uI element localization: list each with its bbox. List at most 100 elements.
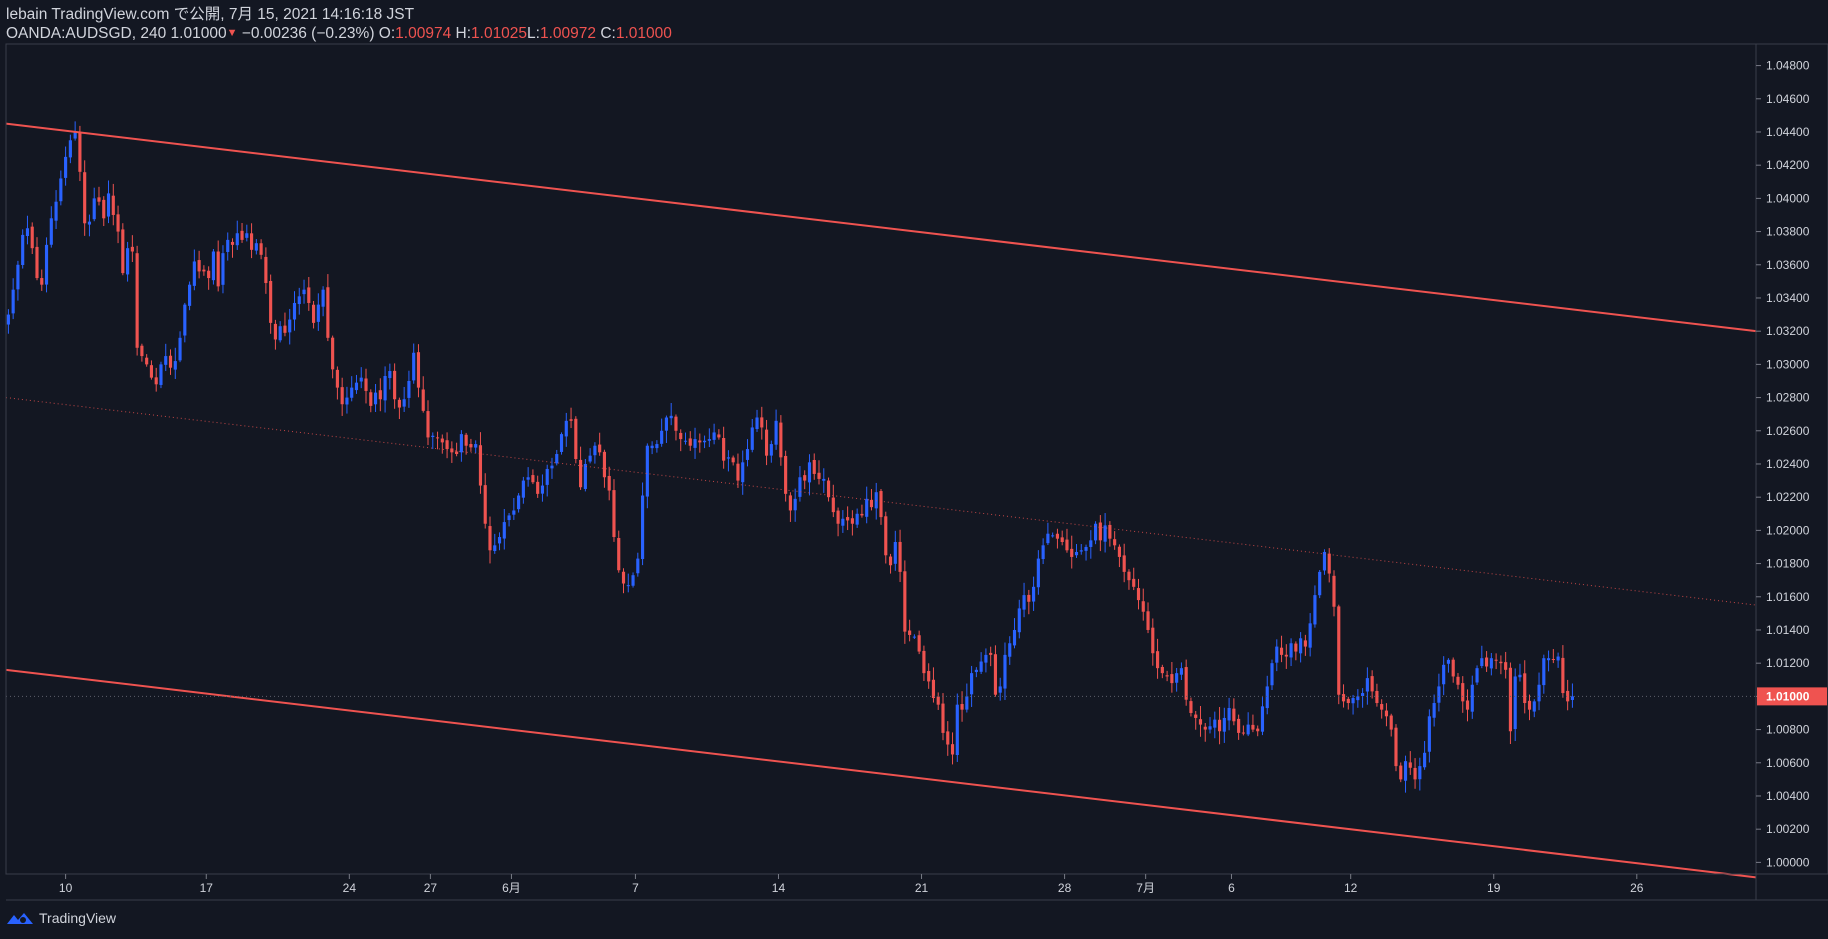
candle — [679, 429, 683, 452]
candle — [946, 721, 950, 756]
candle — [798, 466, 802, 502]
candle — [202, 265, 206, 276]
candle-body — [102, 199, 106, 219]
candle-body — [607, 475, 611, 491]
candle-body — [1227, 708, 1231, 721]
x-tick-label: 12 — [1344, 881, 1358, 895]
candle — [722, 426, 726, 469]
candle — [817, 460, 821, 485]
symbol-label[interactable]: OANDA:AUDSGD, 240 — [6, 25, 167, 42]
candle — [1294, 641, 1298, 661]
candle — [726, 450, 730, 472]
candle — [221, 245, 225, 294]
candle-body — [21, 234, 25, 266]
y-tick-label: 1.02000 — [1766, 523, 1810, 537]
candle-body — [1189, 701, 1193, 713]
candle — [1456, 673, 1460, 690]
y-tick-label: 1.02600 — [1766, 424, 1810, 438]
candle — [888, 553, 893, 574]
candle — [660, 418, 664, 447]
candle — [340, 377, 344, 416]
candle-body — [760, 417, 764, 428]
candle-body — [1313, 595, 1317, 625]
trendline-channel-lower — [5, 668, 1757, 879]
candle-body — [1403, 761, 1408, 781]
footer-brand[interactable]: TradingView — [6, 910, 116, 926]
candle — [1337, 604, 1341, 705]
axes: 1.04800 1.04600 1.04400 1.04200 1.04000 1.038… — [5, 43, 1828, 901]
candle — [350, 376, 354, 402]
candle-body — [264, 256, 268, 284]
y-tick-label: 1.02800 — [1766, 391, 1810, 405]
candle-body — [869, 499, 874, 508]
candle — [1461, 676, 1465, 713]
y-tick-label: 1.03800 — [1766, 225, 1810, 239]
candle — [302, 279, 306, 304]
candle-body — [1294, 643, 1298, 652]
candle-body — [321, 289, 325, 307]
candle — [793, 488, 797, 522]
trendline-channel-upper — [5, 122, 1757, 333]
candle-body — [593, 445, 597, 456]
candle — [321, 286, 325, 317]
candle — [135, 245, 139, 356]
candle-body — [512, 510, 516, 515]
close-value: 1.01000 — [615, 25, 672, 42]
candle — [922, 645, 926, 682]
candle-body — [1032, 586, 1036, 602]
y-tick-label: 1.02200 — [1766, 490, 1810, 504]
candle — [1241, 725, 1245, 736]
candle-body — [44, 244, 49, 285]
candle-body — [435, 437, 440, 439]
candle-body — [1141, 601, 1145, 612]
candle — [645, 443, 649, 509]
candle-body — [555, 454, 559, 464]
candle-body — [1361, 693, 1365, 697]
candle-body — [1275, 646, 1279, 663]
candle — [1246, 712, 1250, 737]
candle-body — [92, 198, 96, 220]
candle — [984, 648, 988, 673]
candle — [345, 386, 349, 414]
candle — [307, 277, 311, 311]
candle — [569, 407, 573, 429]
plot-area[interactable] — [5, 121, 1757, 879]
candle — [59, 170, 63, 206]
candle-body — [340, 387, 344, 405]
candle-body — [1370, 676, 1374, 692]
symbol-ohlc-line: OANDA:AUDSGD, 240 1.01000▼ −0.00236 (−0.… — [6, 24, 672, 43]
candle — [574, 416, 578, 464]
candle-body — [1513, 676, 1517, 730]
candle — [1036, 550, 1040, 595]
candle — [283, 312, 287, 337]
candle-body — [683, 440, 688, 442]
candle-body — [216, 251, 220, 287]
candle — [669, 402, 673, 426]
y-tick-label: 1.00800 — [1766, 723, 1810, 737]
candle-body — [1251, 724, 1255, 730]
candle — [1561, 645, 1565, 698]
candle — [1547, 650, 1551, 672]
candle-body — [960, 704, 964, 710]
candle — [326, 274, 330, 342]
candle — [1489, 652, 1493, 676]
candle — [1332, 570, 1336, 617]
candle — [83, 160, 87, 236]
candle — [1127, 569, 1131, 590]
candle — [621, 568, 626, 594]
candle-body — [273, 323, 277, 340]
candle — [1504, 651, 1508, 679]
candle-body — [1012, 629, 1017, 646]
y-tick-label: 1.01400 — [1766, 623, 1810, 637]
candle-body — [106, 193, 111, 217]
y-tick-label: 1.03600 — [1766, 258, 1810, 272]
candle — [1356, 689, 1360, 708]
candle-body — [1475, 668, 1479, 683]
candle — [469, 438, 473, 452]
candle — [68, 134, 72, 164]
candle-body — [989, 652, 993, 655]
candle-body — [664, 417, 668, 431]
candle-body — [1423, 752, 1427, 768]
x-tick-label: 28 — [1058, 881, 1072, 895]
